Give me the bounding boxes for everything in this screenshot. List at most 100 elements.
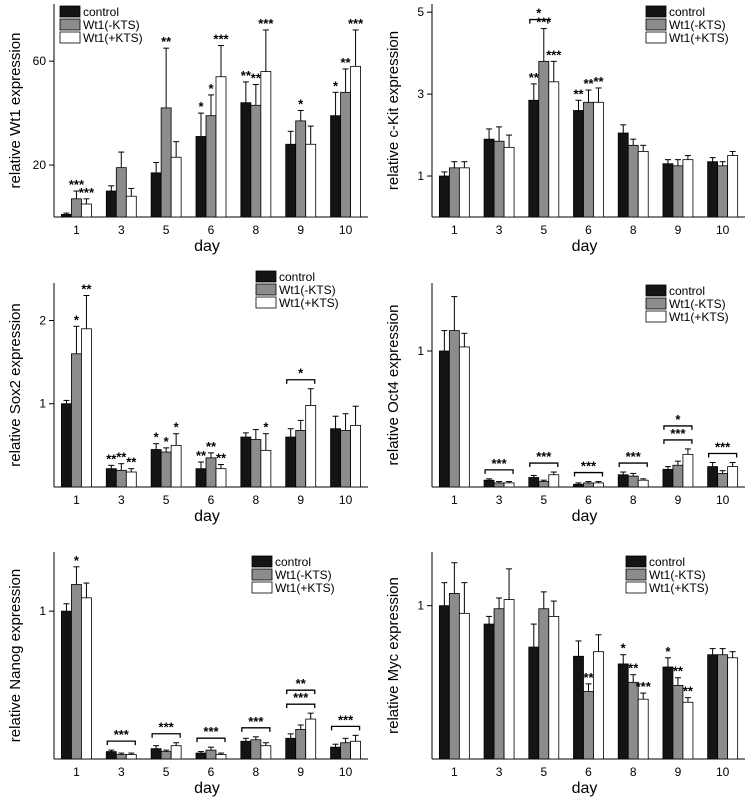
- bar-Wt1(+KTS): [503, 599, 515, 760]
- significance-bracket: [286, 703, 316, 709]
- bar-Wt1(-KTS): [295, 120, 307, 218]
- x-tick-label: 6: [208, 765, 215, 779]
- bracket-label: *: [536, 6, 542, 21]
- y-axis-label: relative c-Kit expression: [385, 31, 402, 190]
- bar-Wt1(+KTS): [81, 597, 92, 760]
- bar-Wt1(-KTS): [448, 167, 460, 218]
- bar-Wt1(+KTS): [215, 468, 227, 488]
- bar-Wt1(-KTS): [205, 115, 217, 218]
- bar-Wt1(+KTS): [548, 616, 560, 760]
- bar-Wt1(+KTS): [215, 754, 227, 760]
- x-tick-label: 5: [163, 493, 170, 507]
- bar-Wt1(+KTS): [682, 159, 694, 218]
- legend-label: Wt1(+KTS): [279, 296, 339, 310]
- bracket-label: ***: [491, 456, 507, 471]
- significance-marker: **: [341, 55, 352, 70]
- legend-label: Wt1(-KTS): [279, 283, 336, 297]
- significance-bracket: [286, 689, 316, 695]
- bar-control: [483, 623, 495, 760]
- bar-control: [483, 479, 495, 488]
- legend-label: Wt1(+KTS): [669, 31, 729, 45]
- significance-marker: **: [628, 661, 639, 676]
- significance-marker: ***: [348, 16, 364, 31]
- legend-label: Wt1(-KTS): [669, 18, 726, 32]
- x-tick-label: 6: [208, 223, 215, 237]
- bar-Wt1(-KTS): [493, 608, 505, 760]
- x-tick-label: 1: [451, 493, 458, 507]
- significance-marker: *: [74, 312, 80, 327]
- bar-Wt1(+KTS): [260, 71, 272, 218]
- significance-marker: *: [198, 99, 204, 114]
- x-tick-label: 3: [496, 223, 503, 237]
- bar-Wt1(-KTS): [205, 749, 217, 760]
- bar-Wt1(-KTS): [115, 469, 127, 488]
- bar-Wt1(-KTS): [717, 472, 729, 488]
- x-tick-label: 3: [496, 493, 503, 507]
- x-tick-label: 6: [208, 493, 215, 507]
- x-axis-label: day: [572, 780, 598, 797]
- y-axis-label: relative Sox2 expression: [7, 303, 24, 466]
- bar-Wt1(+KTS): [682, 453, 694, 488]
- x-tick-label: 10: [716, 765, 730, 779]
- bracket-label: ***: [159, 720, 175, 735]
- significance-marker: **: [161, 34, 172, 49]
- bar-Wt1(-KTS): [448, 330, 460, 488]
- bar-Wt1(-KTS): [672, 685, 684, 760]
- bar-Wt1(+KTS): [350, 740, 361, 760]
- legend-swatch-Wt1(+KTS): [255, 296, 277, 309]
- x-tick-label: 10: [716, 493, 730, 507]
- x-axis-label: day: [572, 508, 598, 525]
- bar-control: [330, 746, 341, 760]
- legend-label: Wt1(-KTS): [669, 297, 726, 311]
- significance-marker: **: [583, 76, 594, 91]
- bar-control: [150, 449, 162, 488]
- bar-Wt1(+KTS): [170, 745, 182, 760]
- bar-Wt1(-KTS): [672, 464, 684, 488]
- bracket-label: ***: [670, 426, 686, 441]
- x-tick-label: 8: [253, 223, 260, 237]
- bar-Wt1(-KTS): [71, 353, 82, 488]
- bracket-label: ***: [203, 724, 219, 739]
- x-tick-label: 3: [496, 765, 503, 779]
- bar-Wt1(+KTS): [125, 471, 137, 488]
- bar-Wt1(+KTS): [503, 482, 515, 488]
- significance-marker: **: [251, 71, 262, 86]
- significance-marker: **: [106, 451, 117, 466]
- x-tick-label: 10: [339, 493, 353, 507]
- x-tick-label: 1: [73, 765, 80, 779]
- legend-swatch-Wt1(-KTS): [625, 568, 647, 581]
- bar-control: [662, 468, 674, 488]
- x-tick-label: 3: [118, 223, 125, 237]
- x-axis-label: day: [194, 780, 220, 797]
- y-tick-label: 1: [39, 397, 46, 411]
- bar-control: [330, 115, 341, 218]
- x-tick-label: 9: [297, 493, 304, 507]
- bar-Wt1(+KTS): [215, 76, 227, 218]
- legend-swatch-Wt1(+KTS): [59, 31, 81, 44]
- y-tick-label: 1: [39, 604, 46, 618]
- x-tick-label: 10: [716, 223, 730, 237]
- x-tick-label: 8: [253, 765, 260, 779]
- bar-Wt1(+KTS): [458, 167, 470, 218]
- bar-control: [105, 468, 117, 488]
- legend-swatch-Wt1(-KTS): [645, 18, 667, 31]
- bar-Wt1(-KTS): [538, 481, 550, 488]
- significance-marker: **: [683, 684, 694, 699]
- y-tick-label: 3: [417, 87, 424, 101]
- bar-Wt1(+KTS): [125, 195, 137, 218]
- legend-label: Wt1(-KTS): [83, 18, 140, 32]
- significance-marker: **: [206, 439, 217, 454]
- significance-bracket: [663, 425, 693, 430]
- x-tick-label: 6: [585, 223, 592, 237]
- bar-control: [483, 138, 495, 218]
- x-tick-label: 10: [339, 223, 353, 237]
- x-tick-label: 9: [297, 223, 304, 237]
- bar-control: [195, 136, 207, 218]
- bar-control: [617, 663, 629, 760]
- bar-control: [195, 468, 207, 488]
